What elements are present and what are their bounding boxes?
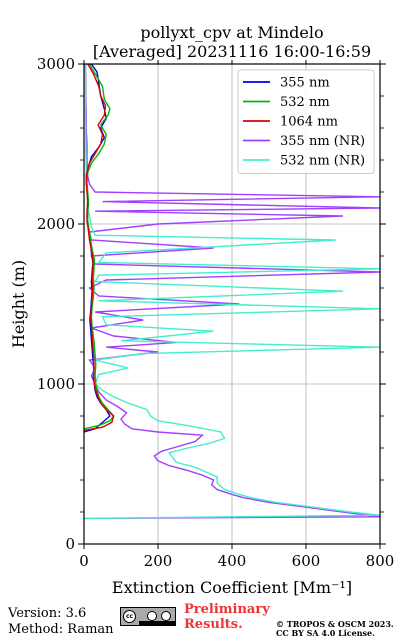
chart-title-line1: pollyxt_cpv at Mindelo [140,23,323,42]
legend-entry: 355 nm (NR) [280,134,365,149]
version-text: Version: 3.6 [8,606,87,621]
x-tick-label: 400 [218,552,247,570]
x-axis-label: Extinction Coefficient [Mm⁻¹] [112,578,352,597]
x-tick-label: 600 [292,552,321,570]
series-layer [84,64,380,520]
y-tick-label: 1000 [37,375,75,393]
series-line-1 [84,64,115,430]
x-tick-label: 0 [79,552,89,570]
series-line-2 [84,64,115,432]
preliminary-results-note: Preliminary Results. [184,602,270,632]
prelim-line2: Results. [184,617,243,632]
y-axis-label: Height (m) [9,260,28,348]
series-line-4 [84,64,380,520]
x-tick-label: 200 [144,552,173,570]
sa-icon [161,611,171,621]
cc-license-badge: cc [120,607,176,626]
series-line-3 [84,64,380,520]
series-line-0 [84,64,111,433]
extinction-chart: pollyxt_cpv at Mindelo [Averaged] 202311… [9,23,395,597]
axis-ticks: 0 200 400 600 800 0 1000 2000 3000 [37,55,395,570]
method-text: Method: Raman [8,622,114,637]
copyright-line1: © TROPOS & OSCM 2023. [276,619,394,629]
legend-entry: 1064 nm [280,115,338,130]
badge-strip [139,621,175,625]
prelim-line1: Preliminary [184,602,270,617]
cc-icon: cc [123,610,136,623]
x-tick-label: 800 [366,552,395,570]
chart-title-line2: [Averaged] 20231116 16:00-16:59 [93,42,371,61]
copyright-notice: © TROPOS & OSCM 2023. CC BY SA 4.0 Licen… [276,620,394,638]
y-tick-label: 2000 [37,215,75,233]
y-tick-label: 0 [65,535,75,553]
legend-box [237,69,375,174]
legend-entry: 532 nm [280,95,330,110]
copyright-line2: CC BY SA 4.0 License. [276,628,375,638]
y-tick-label: 3000 [37,55,75,73]
legend: 355 nm 532 nm 1064 nm 355 nm (NR) 532 nm (NR… [237,69,375,174]
legend-entry: 532 nm (NR) [280,154,365,169]
by-icon [147,611,157,621]
legend-entry: 355 nm [280,76,330,91]
